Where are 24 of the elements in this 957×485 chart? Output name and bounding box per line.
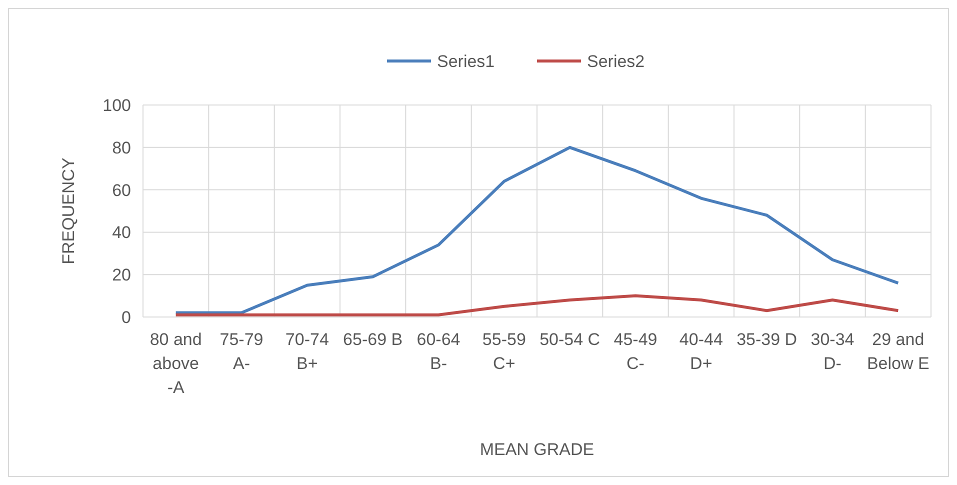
x-tick-label: 45-49 C- (614, 330, 658, 373)
y-tick-label: 0 (122, 308, 131, 327)
x-tick-label: 60-64 B- (416, 330, 460, 373)
x-tick-label: 50-54 C (540, 330, 600, 349)
x-axis-title: MEAN GRADE (480, 440, 594, 459)
legend-label: Series1 (437, 52, 495, 71)
y-tick-label: 40 (112, 223, 131, 242)
x-tick-label: 55-59 C+ (482, 330, 526, 373)
x-tick-label: 30-34 D- (810, 330, 854, 373)
y-tick-label: 20 (112, 266, 131, 285)
x-tick-label: 35-39 D (736, 330, 798, 349)
y-tick-label: 80 (112, 138, 131, 158)
y-axis-title: FREQUENCY (59, 158, 78, 264)
line-series (174, 146, 900, 314)
x-tick-label: 29 and Below E (866, 330, 930, 373)
x-tick-label: 40-44 D+ (679, 330, 723, 373)
x-tick-label: 65-69 B (343, 330, 403, 349)
line-series (174, 294, 900, 316)
x-tick-label: 75-79 A- (220, 330, 264, 373)
x-tick-label: 80 and above -A (150, 330, 202, 397)
legend-label: Series2 (587, 52, 645, 71)
x-tick-label: 70-74 B+ (285, 330, 329, 373)
y-tick-label: 60 (112, 180, 131, 200)
y-tick-label: 100 (102, 96, 131, 115)
